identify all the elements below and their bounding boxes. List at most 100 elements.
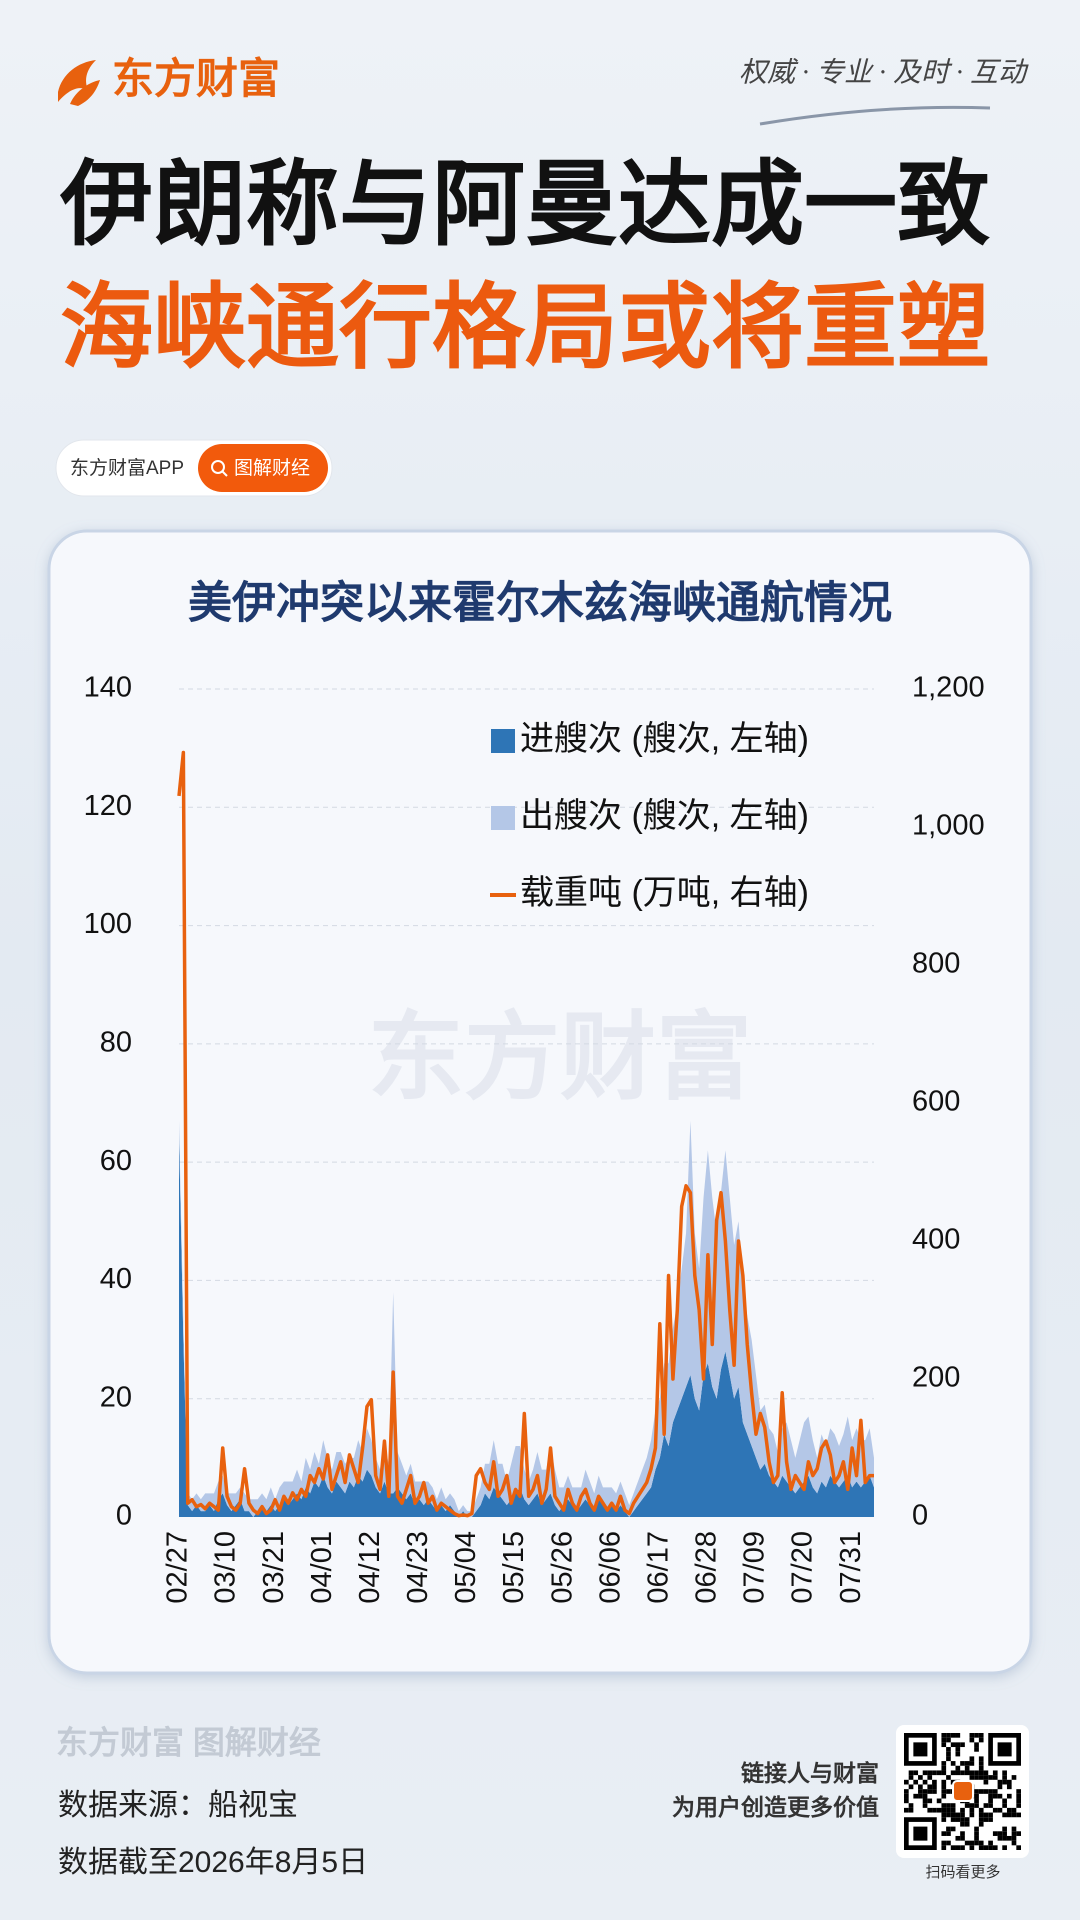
line	[177, 750, 874, 1518]
tag-app: 东方财富APP	[70, 457, 184, 479]
qr-module	[960, 1817, 965, 1822]
qr-module	[960, 1835, 965, 1841]
qr-module	[904, 1789, 909, 1794]
brand: 东方财富	[112, 55, 280, 102]
qr-module	[1002, 1831, 1007, 1836]
qr-module	[955, 1845, 961, 1850]
qr-module	[978, 1775, 984, 1780]
qr-module	[974, 1831, 979, 1836]
qr-module	[941, 1793, 947, 1799]
qr-module	[974, 1835, 979, 1841]
qr-module	[974, 1826, 979, 1832]
slogan: 权威 · 专业 · 及时 · 互动	[739, 57, 1029, 88]
chart-title: 美伊冲突以来霍尔木兹海峡通航情况	[188, 579, 892, 628]
qr-module	[983, 1770, 989, 1776]
qr-module	[964, 1821, 970, 1827]
tag-button-text[interactable]: 图解财经	[234, 457, 310, 479]
tag-button[interactable]	[198, 444, 328, 492]
y-tick-label: 80	[100, 1027, 132, 1059]
qr-module	[927, 1807, 933, 1813]
qr-module	[950, 1845, 956, 1850]
qr-module	[955, 1835, 961, 1841]
qr-module	[1006, 1784, 1012, 1790]
y2-tick-label: 1,200	[912, 672, 985, 704]
qr-module	[1016, 1803, 1021, 1808]
x-tick-label: 04/01	[306, 1531, 338, 1604]
qr-module	[974, 1803, 979, 1808]
qr-module	[904, 1798, 909, 1804]
qr-module	[960, 1807, 965, 1813]
x-tick-label: 02/27	[162, 1531, 194, 1604]
y2-tick-label: 1,000	[912, 810, 985, 842]
qr-module	[978, 1807, 984, 1813]
qr-module	[927, 1784, 933, 1790]
qr-module	[932, 1770, 937, 1776]
qr-module	[1011, 1840, 1017, 1846]
qr-module	[946, 1831, 951, 1836]
qr-module	[913, 1770, 919, 1776]
qr-module	[927, 1770, 933, 1776]
qr-module	[988, 1798, 993, 1804]
qr-module	[969, 1812, 975, 1818]
qr-code[interactable]	[904, 1733, 1021, 1850]
qr-module	[992, 1789, 998, 1794]
qr-module	[946, 1807, 951, 1813]
qr-module	[964, 1761, 970, 1766]
plot: 0 20 40 60 80 100 120 140 0 200 400 600 800 1,000 1,20…	[84, 672, 985, 1604]
qr-module	[950, 1742, 956, 1748]
qr-module	[908, 1807, 914, 1813]
qr-module	[1002, 1798, 1007, 1804]
qr-module	[974, 1742, 979, 1748]
area	[179, 1132, 874, 1517]
qr-module	[964, 1817, 970, 1822]
qr-module	[927, 1789, 933, 1794]
qr-module	[908, 1803, 914, 1808]
qr-module	[941, 1812, 947, 1818]
qr-module	[932, 1807, 937, 1813]
qr-module	[941, 1784, 947, 1790]
qr-module	[969, 1733, 975, 1738]
qr-module	[1002, 1779, 1007, 1785]
qr-module	[992, 1807, 998, 1813]
qr-module	[1016, 1793, 1021, 1799]
qr-module	[941, 1737, 947, 1743]
qr-module	[1016, 1845, 1021, 1850]
qr-module	[927, 1775, 933, 1780]
x-tick-label: 04/23	[402, 1531, 434, 1604]
qr-module	[969, 1807, 975, 1813]
qr-module	[1002, 1803, 1007, 1808]
qr-module	[997, 1784, 1003, 1790]
qr-module	[988, 1845, 993, 1850]
qr-module	[1002, 1835, 1007, 1841]
qr-module	[983, 1817, 989, 1822]
qr-module	[1011, 1807, 1017, 1813]
x-tick-label: 07/20	[787, 1531, 819, 1604]
qr-module	[960, 1821, 965, 1827]
x-tick-label: 05/15	[498, 1531, 530, 1604]
title-line2: 海峡通行格局或将重塑	[60, 276, 990, 380]
qr-module	[978, 1765, 984, 1771]
qr-module	[983, 1789, 989, 1794]
qr-module	[983, 1779, 989, 1785]
y-tick-label: 20	[100, 1381, 132, 1413]
motto: 为用户创造更多价值	[672, 1794, 879, 1820]
chart-card	[47, 529, 1033, 1675]
qr-module	[1006, 1779, 1012, 1785]
qr-module	[936, 1807, 942, 1813]
qr-module	[946, 1789, 951, 1794]
qr-module	[1016, 1798, 1021, 1804]
qr-module	[950, 1817, 956, 1822]
qr-module	[1016, 1789, 1021, 1794]
qr-module	[941, 1789, 947, 1794]
chart-watermark: 东方财富	[368, 1004, 752, 1111]
qr-module	[950, 1812, 956, 1818]
qr-module	[988, 1775, 993, 1780]
motto: 链接人与财富	[741, 1760, 879, 1786]
qr-module	[941, 1779, 947, 1785]
y2-tick-label: 800	[912, 948, 960, 980]
qr-module	[988, 1803, 993, 1808]
qr-module	[908, 1770, 914, 1776]
qr-module	[955, 1751, 961, 1757]
qr-module	[950, 1761, 956, 1766]
qr-module	[1002, 1775, 1007, 1780]
